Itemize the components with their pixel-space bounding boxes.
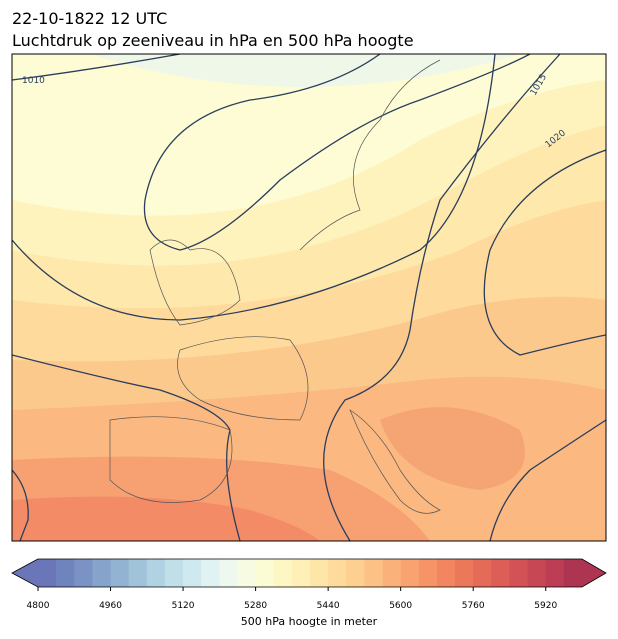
colorbar-segment [291,559,311,587]
colorbar-segment [418,559,438,587]
colorbar-segment [255,559,275,587]
colorbar-segment [74,559,93,587]
colorbar-segment [491,559,510,587]
colorbar-segment [128,559,148,587]
colorbar-segment [310,559,329,587]
colorbar-segment [273,559,293,587]
colorbar-segment [563,559,583,587]
colorbar-segment [219,559,238,587]
colorbar-segment [237,559,257,587]
colorbar-segment [56,559,75,587]
colorbar-tick-label: 4800 [27,601,50,611]
title: 22-10-1822 12 UTC [12,9,167,28]
colorbar-segment [183,559,202,587]
colorbar-tick-label: 4960 [99,601,122,611]
colorbar-segment [164,559,184,587]
colorbar: 4800 4960 5120 5280 5440 5600 5760 5920 [11,558,607,611]
colorbar-segment [527,559,547,587]
colorbar-tick-label: 5440 [317,601,340,611]
colorbar-outline [11,558,607,588]
colorbar-segment [38,559,57,587]
colorbar-segment [436,559,456,587]
colorbar-segment [364,559,384,587]
colorbar-segment [328,559,347,587]
colorbar-tick-label: 5120 [172,601,195,611]
colorbar-extend [582,559,606,587]
colorbar-segment [201,559,220,587]
colorbar-segment [382,559,402,587]
colorbar-segment [473,559,492,587]
map-frame [11,53,607,542]
colorbar-label: 500 hPa hoogte in meter [241,615,378,628]
colorbar-segment [400,559,420,587]
colorbar-tick-label: 5600 [389,601,412,611]
colorbar-extend [12,559,38,587]
colorbar-segment [346,559,365,587]
colorbar-segment [455,559,474,587]
colorbar-segment [92,559,112,587]
colorbar-segment [146,559,166,587]
isobar-label: 1010 [22,76,45,86]
colorbar-segment [509,559,529,587]
colorbar-segment [545,559,565,587]
colorbar-tick-label: 5280 [244,601,267,611]
map: 1010 1015 1020 [12,54,606,541]
subtitle: Luchtdruk op zeeniveau in hPa en 500 hPa… [12,31,414,50]
colorbar-tick-label: 5920 [534,601,557,611]
colorbar-segment [110,559,130,587]
colorbar-tick-label: 5760 [462,601,485,611]
